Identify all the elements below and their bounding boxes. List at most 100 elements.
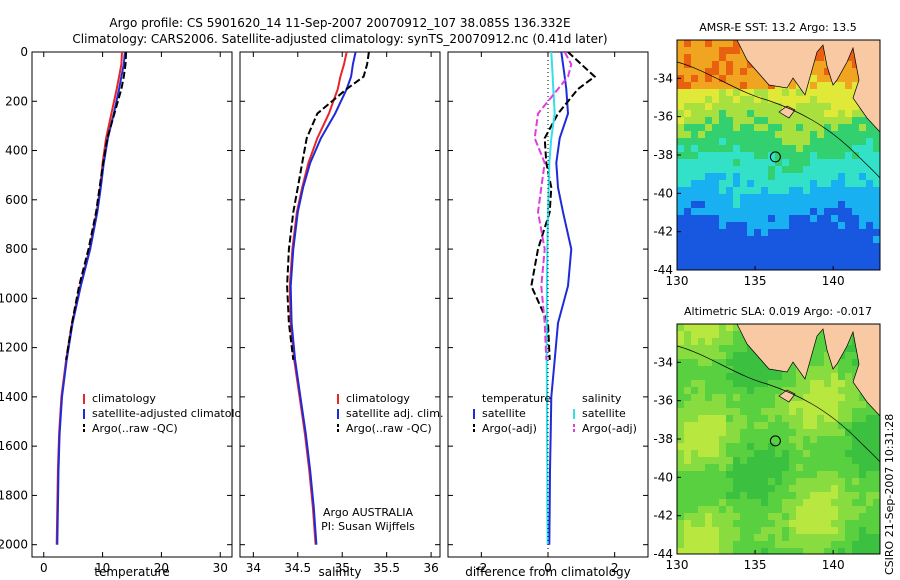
map-cell [873, 520, 880, 528]
map-cell [754, 166, 762, 174]
map-cell [761, 520, 769, 528]
map-cell [796, 166, 804, 174]
map-cell [677, 61, 685, 69]
map-cell [845, 131, 853, 139]
map-cell [803, 534, 811, 542]
map-cell [775, 436, 783, 444]
map-cell [796, 443, 804, 451]
map-cell [852, 250, 860, 258]
lat-tick-label: -38 [653, 148, 673, 162]
map-cell [761, 159, 769, 167]
lat-tick-label: -34 [653, 355, 673, 369]
map-cell [859, 236, 867, 244]
map-cell [712, 145, 720, 153]
map-cell [817, 338, 825, 346]
temperature-x-ticks: 0 10 20 30 [40, 52, 228, 575]
map-cell [691, 138, 699, 146]
x-tick-label: 30 [213, 561, 228, 575]
map-cell [873, 492, 880, 500]
map-cell [873, 208, 880, 216]
map-cell [740, 243, 748, 251]
map-cell [712, 436, 720, 444]
map-cell [733, 324, 741, 332]
map-cell [796, 485, 804, 493]
map-cell [775, 415, 783, 423]
map-cell [747, 506, 755, 514]
map-cell [754, 250, 762, 258]
map-cell [866, 492, 874, 500]
map-cell [838, 138, 846, 146]
map-cell [726, 450, 734, 458]
map-cell [677, 47, 685, 55]
map-cell [698, 345, 706, 353]
map-cell [831, 222, 839, 230]
map-cell [740, 194, 748, 202]
map-cell [726, 222, 734, 230]
map-cell [691, 180, 699, 188]
map-cell [726, 359, 734, 367]
map-cell [747, 152, 755, 160]
map-cell [803, 250, 811, 258]
map-cell [817, 208, 825, 216]
map-cell [852, 492, 860, 500]
map-cell [831, 215, 839, 223]
map-cell [754, 173, 762, 181]
map-cell [733, 68, 741, 76]
map-cell [838, 124, 846, 132]
map-cell [698, 201, 706, 209]
map-cell [726, 548, 734, 554]
map-cell [831, 89, 839, 97]
map-cell [691, 222, 699, 230]
map-cell [705, 345, 713, 353]
map-cell [845, 201, 853, 209]
map-cell [705, 222, 713, 230]
map-cell [838, 236, 846, 244]
map-cell [859, 513, 867, 521]
map-cell [845, 429, 853, 437]
map-cell [684, 145, 692, 153]
map-cell [761, 243, 769, 251]
map-cell [677, 222, 685, 230]
map-cell [754, 187, 762, 195]
map-cell [796, 422, 804, 430]
map-cell [726, 40, 734, 48]
map-cell [810, 145, 818, 153]
map-cell [838, 257, 846, 265]
map-cell [810, 548, 818, 554]
map-cell [852, 145, 860, 153]
map-cell [733, 89, 741, 97]
map-cell [761, 457, 769, 465]
map-cell [726, 194, 734, 202]
map-cell [705, 187, 713, 195]
map-cell [747, 68, 755, 76]
map-cell [684, 187, 692, 195]
map-cell [754, 208, 762, 216]
map-cell [712, 75, 720, 83]
map-cell [747, 75, 755, 83]
map-cell [733, 366, 741, 374]
map-cell [733, 110, 741, 118]
difference-y-ticks [448, 51, 648, 546]
map-cell [852, 222, 860, 230]
lon-tick-label: 140 [822, 558, 845, 572]
map-cell [796, 257, 804, 265]
map-cell [726, 443, 734, 451]
map-cell [754, 401, 762, 409]
map-cell [754, 229, 762, 237]
map-cell [831, 380, 839, 388]
map-cell [684, 415, 692, 423]
map-cell [698, 187, 706, 195]
map-cell [838, 201, 846, 209]
map-cell [705, 250, 713, 258]
map-cell [796, 222, 804, 230]
map-cell [691, 131, 699, 139]
map-cell [859, 257, 867, 265]
map-cell [740, 215, 748, 223]
map-cell [684, 457, 692, 465]
map-cell [775, 89, 783, 97]
map-cell [698, 373, 706, 381]
map-cell [838, 117, 846, 125]
map-cell [747, 243, 755, 251]
map-cell [831, 110, 839, 118]
map-cell [873, 131, 880, 139]
